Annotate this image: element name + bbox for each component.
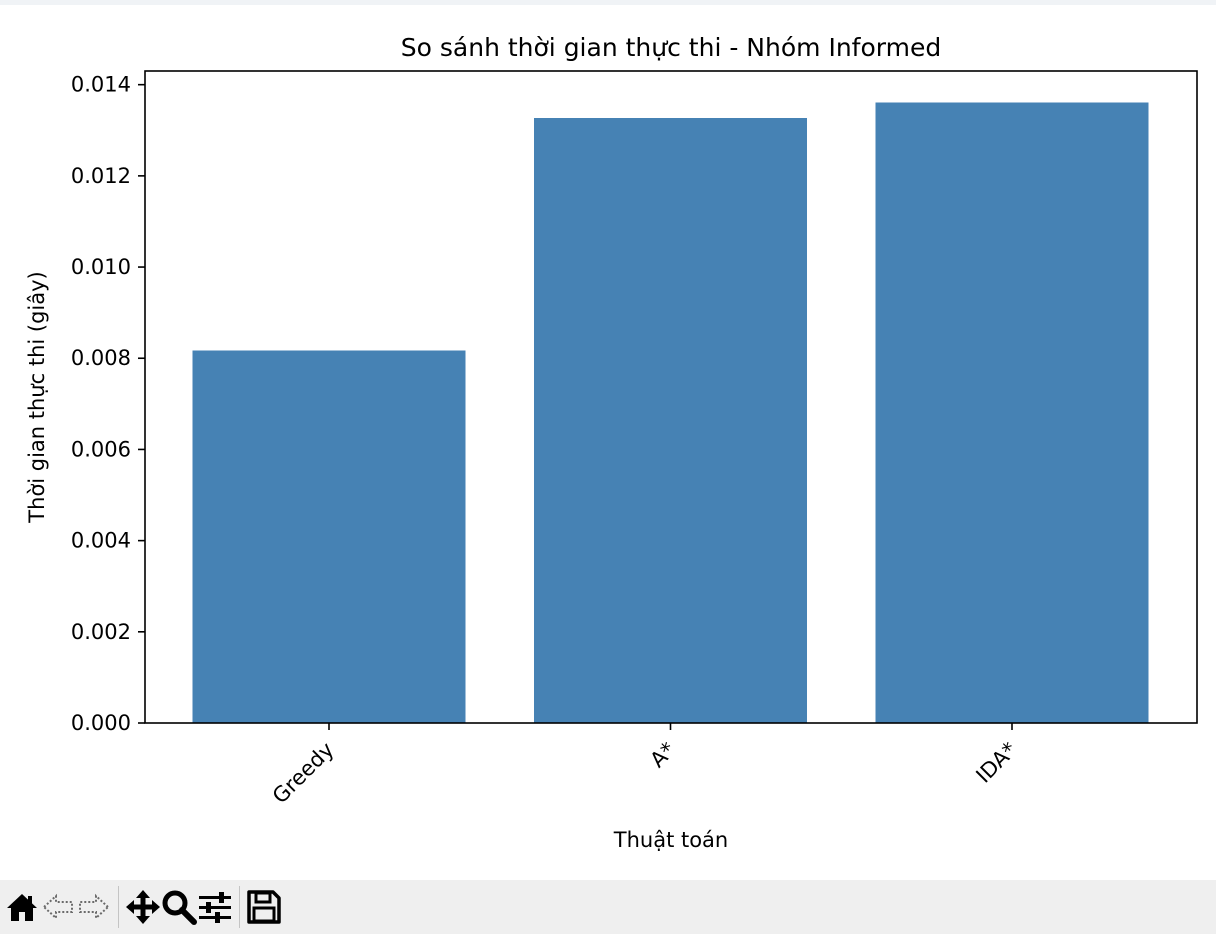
sliders-icon [199, 892, 231, 923]
forward-arrow-icon [79, 893, 110, 921]
x-tick-label: IDA* [971, 738, 1021, 788]
y-tick-label: 0.008 [71, 346, 131, 370]
bar-greedy [192, 350, 466, 723]
window-top-strip [0, 0, 1216, 5]
y-tick-label: 0.004 [71, 529, 131, 553]
y-axis-label: Thời gian thực thi (giây) [25, 271, 49, 524]
y-tick-label: 0.012 [71, 164, 131, 188]
zoom-button[interactable] [161, 887, 197, 927]
y-tick-label: 0.014 [71, 73, 131, 97]
back-arrow-icon [42, 893, 73, 921]
y-tick-label: 0.010 [71, 255, 131, 279]
navigation-toolbar [0, 880, 1216, 934]
configure-subplots-button[interactable] [197, 887, 233, 927]
bar-a [534, 118, 807, 723]
home-button[interactable] [4, 887, 40, 927]
x-tick-label: Greedy [268, 738, 339, 809]
x-axis-ticks: Greedy A* IDA* [268, 723, 1022, 808]
toolbar-separator [239, 886, 240, 928]
floppy-disk-icon [247, 890, 281, 924]
move-icon [126, 890, 160, 924]
chart-title: So sánh thời gian thực thi - Nhóm Inform… [401, 33, 941, 62]
y-tick-label: 0.000 [71, 711, 131, 735]
y-axis-ticks: 0.000 0.002 0.004 0.006 0.008 0.010 0.012 0.014 [71, 73, 145, 735]
toolbar-separator [118, 886, 119, 928]
bar-ida [875, 102, 1149, 723]
figure-canvas: So sánh thời gian thực thi - Nhóm Inform… [0, 5, 1216, 880]
save-button[interactable] [246, 887, 282, 927]
back-button[interactable] [40, 887, 76, 927]
pan-button[interactable] [125, 887, 161, 927]
home-icon [7, 894, 37, 921]
x-tick-label: A* [645, 738, 680, 773]
y-tick-label: 0.002 [71, 620, 131, 644]
magnifier-icon [162, 890, 197, 925]
bars-group [192, 102, 1149, 723]
x-axis-label: Thuật toán [613, 828, 729, 852]
bar-chart: So sánh thời gian thực thi - Nhóm Inform… [25, 33, 1198, 852]
forward-button[interactable] [76, 887, 112, 927]
y-tick-label: 0.006 [71, 437, 131, 461]
